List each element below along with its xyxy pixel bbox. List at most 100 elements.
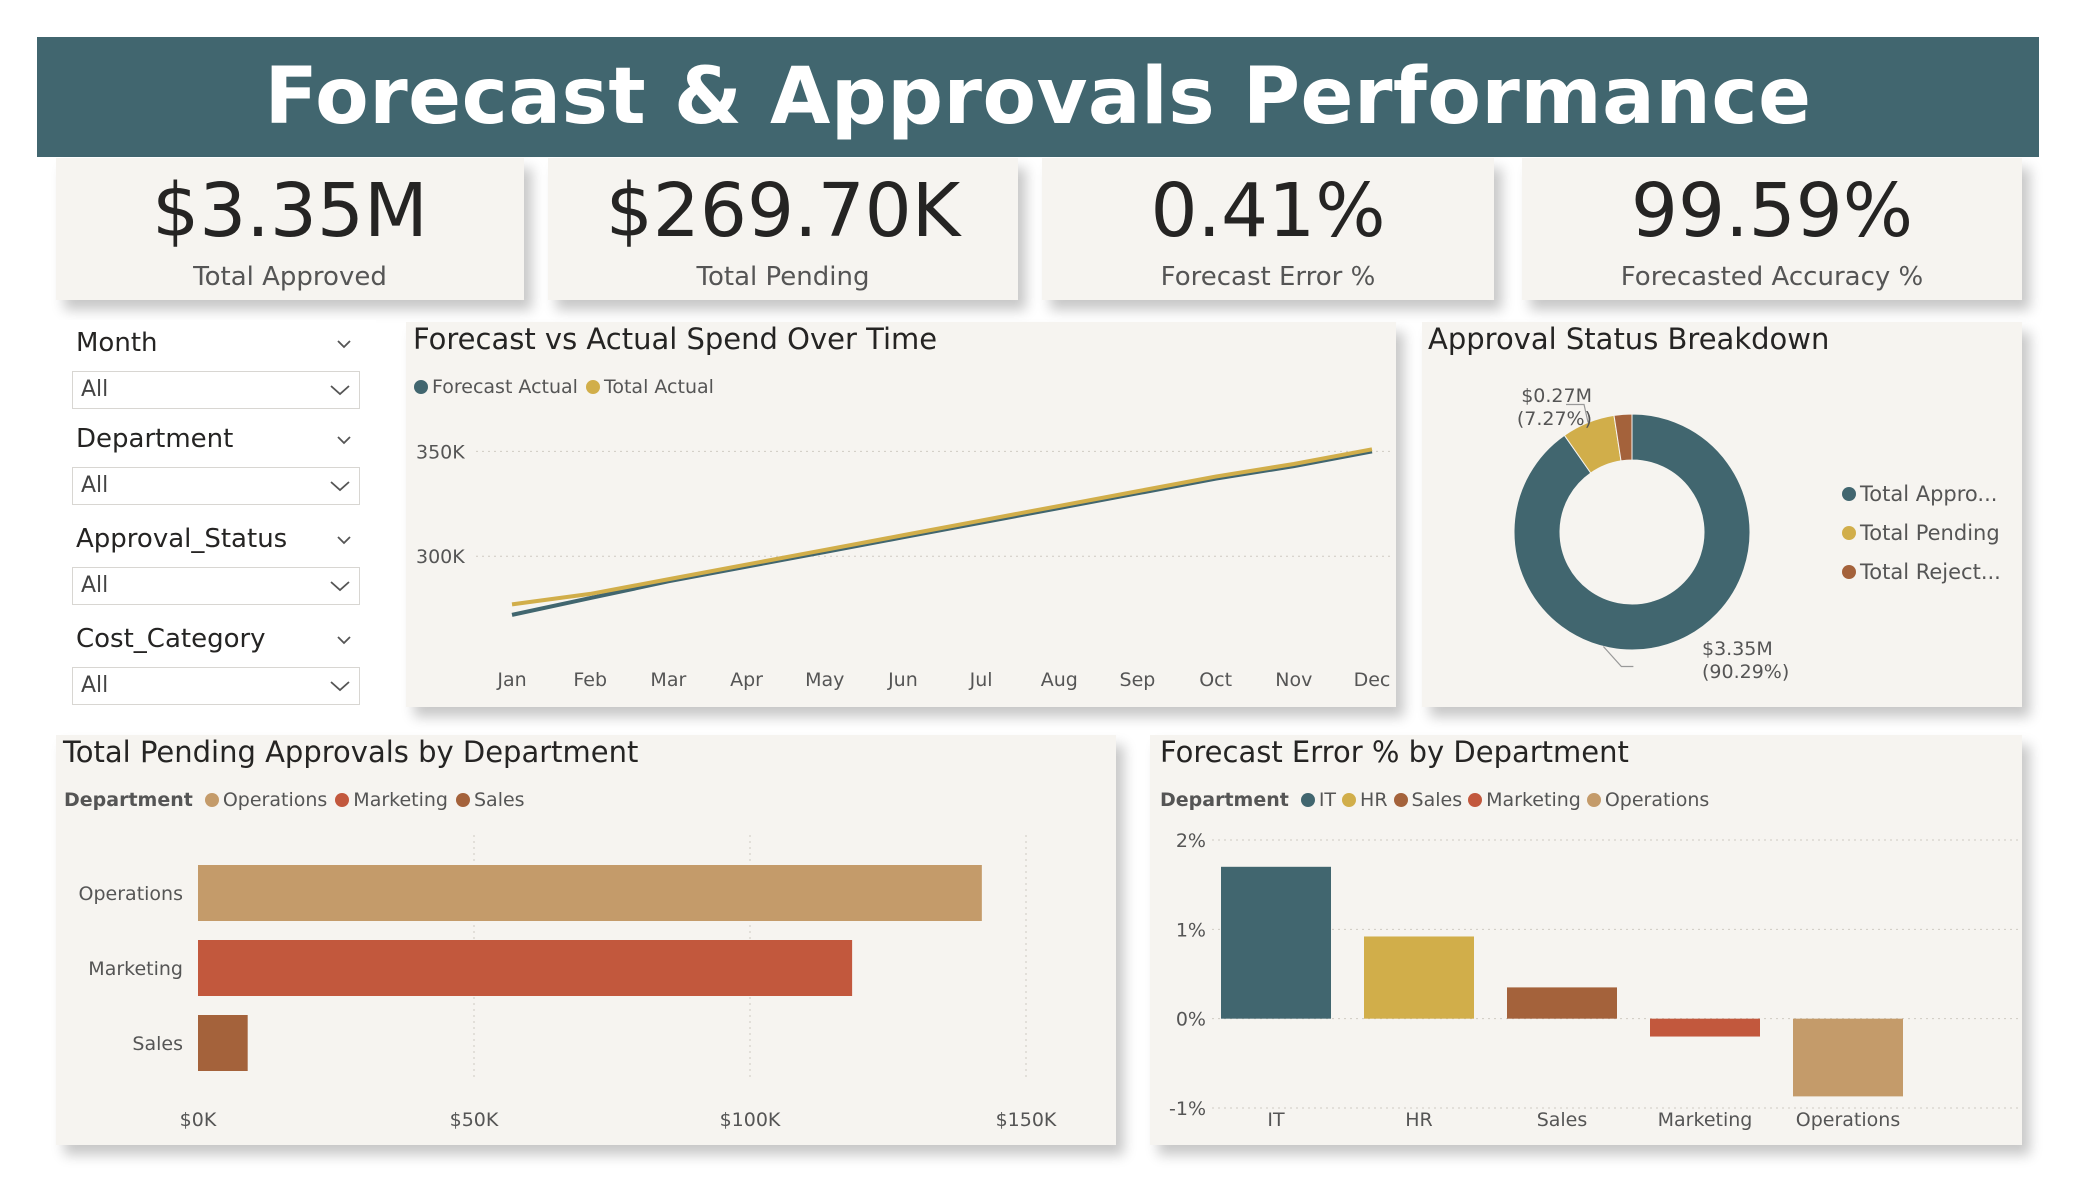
legend-item-total-actual[interactable]: Total Actual [603,376,714,398]
slicer-dropdown-cost-category[interactable]: All [72,667,360,705]
data-label: $0.27M [1521,385,1592,407]
legend-marker [1842,487,1856,501]
bar [1793,1018,1903,1097]
kpi-card-forecast-error[interactable]: 0.41% Forecast Error % [1042,158,1494,300]
legend-marker [204,793,219,807]
x-tick-label: HR [1405,1109,1433,1131]
y-tick-label: 0% [1176,1009,1206,1031]
kpi-value: $3.35M [152,168,428,254]
legend-title: Department [64,789,193,811]
donut-legend-item-pending[interactable]: Total Pending [1838,521,2000,545]
x-tick-label: $150K [996,1109,1057,1131]
legend-marker [1393,793,1408,807]
x-tick-label: May [805,669,844,691]
x-tick-label: Oct [1199,669,1232,691]
line-chart-title: Forecast vs Actual Spend Over Time [413,322,938,356]
legend-item-operations[interactable]: Operations [1604,789,1710,811]
y-tick-label: Operations [79,883,183,905]
vbar-chart-title: Forecast Error % by Department [1160,735,1629,769]
slicer-title-cost-category: Cost_Category [76,624,266,654]
legend-marker [1586,793,1601,807]
slicer-dropdown-approval-status[interactable]: All [72,567,360,605]
line-chart-card[interactable] [406,322,1396,707]
legend-label: Total Appro... [1860,482,1998,506]
bar [1507,987,1617,1019]
kpi-value: 99.59% [1630,168,1914,254]
y-tick-label: 1% [1176,919,1206,941]
bar [1221,866,1331,1019]
legend-item-it[interactable]: IT [1318,789,1337,811]
kpi-label: Total Pending [696,262,870,292]
chevron-down-icon [330,681,350,692]
legend-marker [1842,565,1856,579]
slicer-value: All [81,377,109,402]
legend-item-sales[interactable]: Sales [1411,789,1463,811]
legend-item-marketing[interactable]: Marketing [353,789,448,811]
chevron-down-icon[interactable] [336,336,352,352]
legend-item-forecast-actual[interactable]: Forecast Actual [432,376,578,398]
slicer-value: All [81,473,109,498]
slicer-title-approval-status: Approval_Status [76,524,288,554]
legend-item-operations[interactable]: Operations [222,789,328,811]
slicer-dropdown-department[interactable]: All [72,467,360,505]
hbar-chart-legend: Department Operations Marketing Sales [64,789,525,811]
y-tick-label: Marketing [88,958,183,980]
legend-item-sales[interactable]: Sales [474,789,525,811]
kpi-label: Forecasted Accuracy % [1620,262,1924,292]
x-tick-label: Operations [1796,1109,1900,1131]
donut-legend-item-rejected[interactable]: Total Reject... [1838,560,2001,584]
x-tick-label: Aug [1041,669,1078,691]
hbar-chart-plot[interactable]: $0K $50K $100K $150K Operations Marketing Sale… [56,815,1116,1145]
bar [198,865,982,921]
chevron-down-icon[interactable] [336,532,352,548]
line-chart-plot[interactable]: 300K 350K Jan Feb Mar Apr May Jun Jul Aug Sep Oct No… [406,400,1396,707]
legend-label: Total Pending [1860,521,2000,545]
y-tick-label: 300K [416,546,465,568]
kpi-card-forecasted-accuracy[interactable]: 99.59% Forecasted Accuracy % [1522,158,2022,300]
donut-slice [1613,413,1633,462]
data-label: (90.29%) [1702,661,1789,683]
bar [1364,936,1474,1019]
x-tick-label: $50K [450,1109,499,1131]
kpi-value: 0.41% [1150,168,1386,254]
x-tick-label: Jan [496,669,526,691]
legend-marker [456,793,470,807]
y-tick-label: Sales [132,1033,183,1055]
x-tick-label: Apr [730,669,763,691]
bar [198,940,853,996]
donut-chart-plot[interactable]: $0.27M(7.27%) $3.35M(90.29%) [1422,370,2022,707]
legend-title: Department [1160,789,1289,811]
x-tick-label: Marketing [1658,1109,1753,1131]
legend-marker [335,793,350,807]
kpi-value: $269.70K [605,168,961,254]
legend-item-marketing[interactable]: Marketing [1486,789,1581,811]
x-tick-label: $0K [180,1109,217,1131]
legend-label: Total Reject... [1860,560,2001,584]
series-line [511,447,1373,607]
x-tick-label: Sales [1537,1109,1588,1131]
legend-marker [585,380,600,394]
chevron-down-icon [330,481,350,492]
title-banner: Forecast & Approvals Performance [37,37,2039,157]
kpi-card-total-pending[interactable]: $269.70K Total Pending [548,158,1018,300]
chevron-down-icon[interactable] [336,432,352,448]
legend-marker [1842,526,1856,540]
legend-item-hr[interactable]: HR [1360,789,1388,811]
slicer-title-department: Department [76,424,234,454]
x-tick-label: Nov [1275,669,1312,691]
chevron-down-icon[interactable] [336,632,352,648]
x-tick-label: Jul [969,669,993,691]
x-tick-label: Feb [573,669,607,691]
donut-legend-item-approved[interactable]: Total Appro... [1838,482,1997,506]
x-tick-label: Mar [650,669,686,691]
kpi-card-total-approved[interactable]: $3.35M Total Approved [56,158,524,300]
vbar-chart-plot[interactable]: 2% 1% 0% -1% IT HR Sales Marketing Operations [1150,815,2022,1145]
line-chart-legend: Forecast Actual Total Actual [412,376,714,398]
legend-marker [1300,793,1315,807]
slicer-dropdown-month[interactable]: All [72,371,360,409]
y-tick-label: 350K [416,441,465,463]
leader-line [1566,403,1589,423]
vbar-chart-legend: Department IT HR Sales Marketing Operati… [1160,789,1709,811]
kpi-label: Total Approved [193,262,387,292]
hbar-chart-title: Total Pending Approvals by Department [63,735,639,769]
